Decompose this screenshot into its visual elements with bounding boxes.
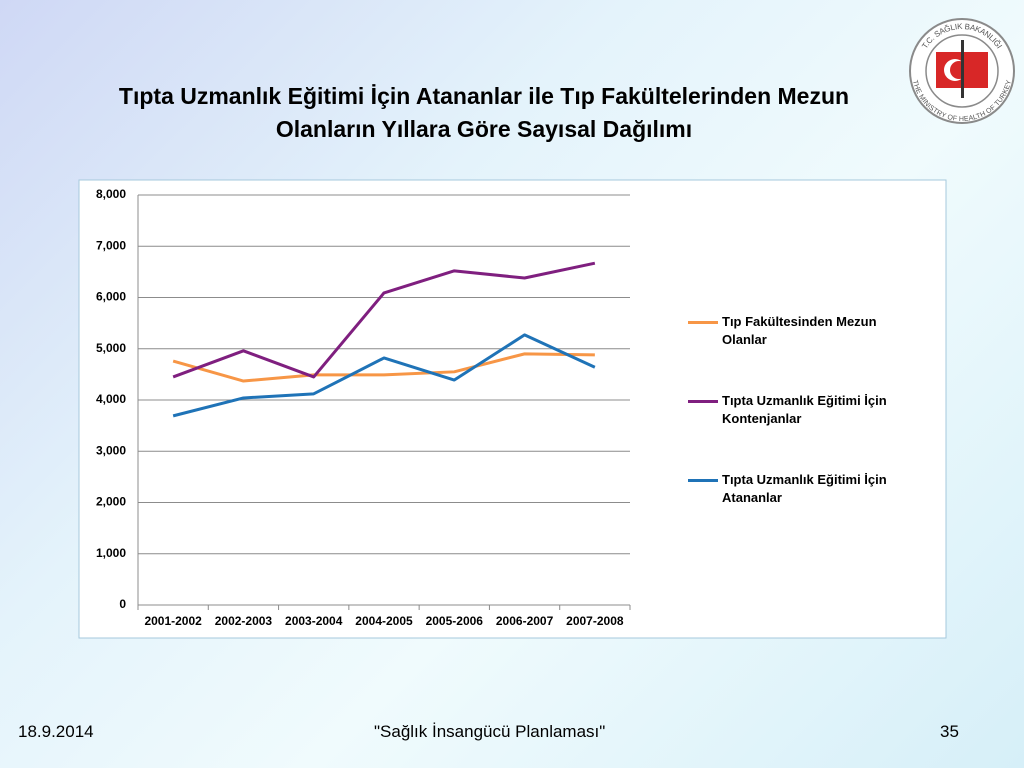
plot: 0 1,000 2,000 3,000 4,000 5,000 6,000 7,000 8,00… — [96, 187, 631, 628]
series-line — [172, 261, 596, 379]
footer-date: 18.9.2014 — [18, 722, 94, 741]
x-tick-label: 2003-2004 — [285, 614, 343, 628]
logo: T.C. SAĞLIK BAKANLIĞI THE MINISTRY OF HE… — [909, 18, 1015, 124]
series-line — [172, 352, 595, 383]
legend-swatch — [688, 400, 718, 403]
y-tick-label: 2,000 — [96, 495, 126, 509]
y-tick-label: 8,000 — [96, 187, 126, 201]
legend-swatch — [688, 321, 718, 324]
legend: Tıp Fakültesinden Mezun Olanlar Tıpta Uzm… — [688, 313, 928, 550]
legend-item: Tıpta Uzmanlık Eğitimi İçin Kontenjanlar — [688, 392, 928, 471]
legend-label: Tıpta Uzmanlık Eğitimi İçin Kontenjanlar — [722, 393, 887, 426]
logo-staff — [961, 40, 964, 98]
y-tick-label: 5,000 — [96, 341, 126, 355]
logo-crescent-cut — [950, 61, 968, 79]
chart-title: Tıpta Uzmanlık Eğitimi İçin Atananlar il… — [118, 83, 850, 142]
x-tick-label: 2001-2002 — [144, 614, 202, 628]
legend-swatch — [688, 479, 718, 482]
legend-item: Tıpta Uzmanlık Eğitimi İçin Atananlar — [688, 471, 928, 550]
x-tick-label: 2004-2005 — [355, 614, 413, 628]
legend-item: Tıp Fakültesinden Mezun Olanlar — [688, 313, 928, 392]
y-tick-label: 0 — [119, 597, 126, 611]
y-tick-label: 1,000 — [96, 546, 126, 560]
y-tick-label: 4,000 — [96, 392, 126, 406]
y-tick-label: 6,000 — [96, 290, 126, 304]
x-tick-label: 2002-2003 — [215, 614, 273, 628]
y-tick-label: 3,000 — [96, 443, 126, 457]
legend-label: Tıp Fakültesinden Mezun Olanlar — [722, 314, 877, 347]
footer-title: "Sağlık İnsangücü Planlaması" — [374, 722, 606, 741]
x-tick-label: 2007-2008 — [566, 614, 624, 628]
legend-label: Tıpta Uzmanlık Eğitimi İçin Atananlar — [722, 472, 887, 505]
y-tick-label: 7,000 — [96, 238, 126, 252]
page-number: 35 — [940, 722, 959, 741]
x-tick-label: 2006-2007 — [496, 614, 554, 628]
x-tick-label: 2005-2006 — [426, 614, 484, 628]
series-line — [172, 333, 596, 418]
chart-area — [78, 179, 947, 639]
